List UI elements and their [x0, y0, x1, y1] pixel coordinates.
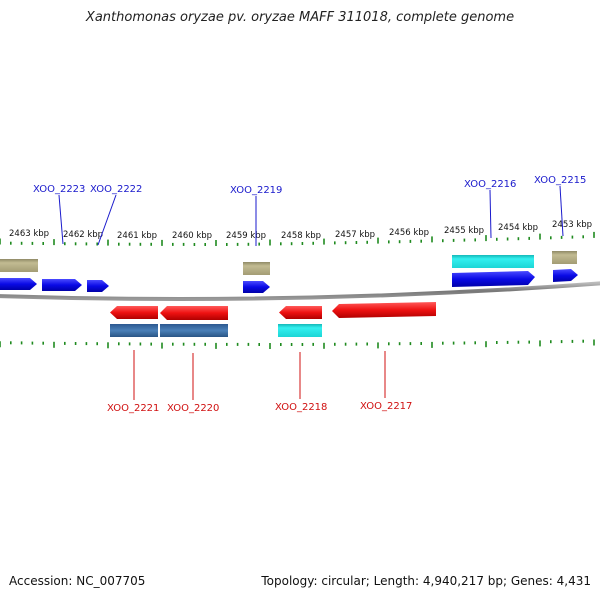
gene-label-forward[interactable]: XOO_2216 [464, 179, 516, 190]
scale-label: 2462 kbp [63, 230, 103, 240]
reverse-strand-features [110, 302, 436, 337]
forward-gene-labels: XOO_2223 XOO_2222 XOO_2219 XOO_2216 XOO_… [33, 175, 586, 196]
feature-block[interactable] [452, 255, 534, 268]
gene-label-forward[interactable]: XOO_2222 [90, 184, 142, 195]
gene-label-reverse[interactable]: XOO_2217 [360, 401, 412, 412]
scale-ticks-reverse [0, 339, 595, 349]
cds-arrow-reverse[interactable] [110, 306, 158, 319]
reverse-gene-labels: XOO_2221 XOO_2220 XOO_2218 XOO_2217 [107, 401, 412, 414]
map-title: Xanthomonas oryzae pv. oryzae MAFF 31101… [85, 10, 515, 25]
cds-arrow-forward[interactable] [553, 269, 578, 282]
scale-label: 2463 kbp [9, 229, 49, 239]
scale-label: 2459 kbp [226, 231, 266, 241]
scale-label: 2454 kbp [498, 223, 538, 233]
cds-arrow-reverse[interactable] [160, 306, 228, 320]
reverse-gene-leaders [133, 350, 386, 400]
scale-label: 2453 kbp [552, 220, 592, 230]
feature-block[interactable] [278, 324, 322, 337]
gene-label-reverse[interactable]: XOO_2218 [275, 402, 327, 413]
feature-block[interactable] [552, 251, 577, 264]
scale-label: 2456 kbp [389, 228, 429, 238]
gene-label-forward[interactable]: XOO_2215 [534, 175, 586, 186]
cds-arrow-reverse[interactable] [279, 306, 322, 319]
scale-label: 2460 kbp [172, 231, 212, 241]
gene-label-reverse[interactable]: XOO_2220 [167, 403, 219, 414]
accession-text: Accession: NC_007705 [9, 574, 146, 588]
cds-arrow-forward[interactable] [0, 278, 37, 290]
scale-labels: 2463 kbp 2462 kbp 2461 kbp 2460 kbp 2459… [9, 220, 592, 241]
gene-label-reverse[interactable]: XOO_2221 [107, 403, 159, 414]
feature-block[interactable] [0, 259, 38, 272]
cds-arrow-forward[interactable] [42, 279, 82, 291]
cds-arrow-forward[interactable] [452, 271, 535, 287]
genome-backbone [0, 281, 600, 302]
scale-label: 2457 kbp [335, 230, 375, 240]
gene-label-forward[interactable]: XOO_2223 [33, 184, 85, 195]
forward-strand-features [0, 251, 578, 293]
cds-arrow-forward[interactable] [243, 281, 270, 293]
scale-label: 2458 kbp [281, 231, 321, 241]
forward-gene-leaders [58, 185, 564, 246]
feature-block[interactable] [243, 262, 270, 275]
gene-label-forward[interactable]: XOO_2219 [230, 185, 282, 196]
cds-arrow-reverse[interactable] [332, 302, 436, 318]
feature-block[interactable] [160, 324, 228, 337]
genome-summary-text: Topology: circular; Length: 4,940,217 bp… [261, 574, 591, 588]
cds-arrow-forward[interactable] [87, 280, 109, 292]
scale-label: 2455 kbp [444, 226, 484, 236]
feature-block[interactable] [110, 324, 158, 337]
scale-ticks-forward [0, 231, 595, 246]
scale-label: 2461 kbp [117, 231, 157, 241]
